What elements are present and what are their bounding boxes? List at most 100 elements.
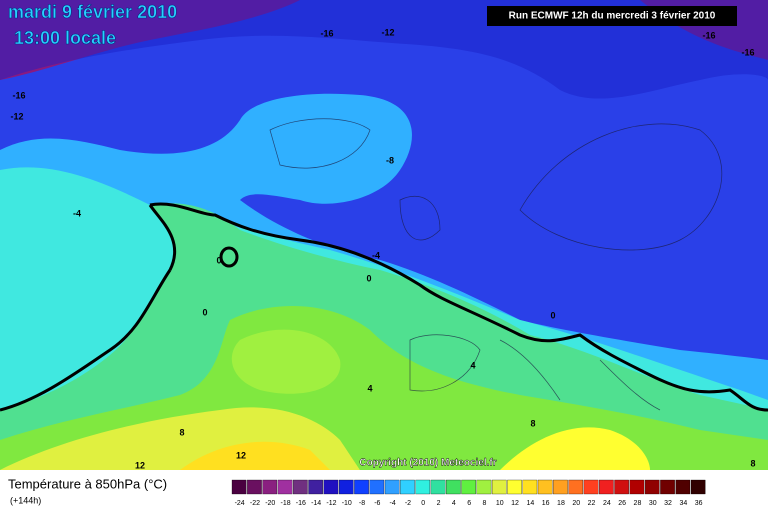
contour-label: 4 (470, 360, 475, 370)
legend-label: 16 (542, 500, 550, 507)
contour-label: -16 (320, 28, 333, 38)
legend-label: -2 (405, 500, 411, 507)
legend-label: -6 (374, 500, 380, 507)
legend-label: 24 (603, 500, 611, 507)
legend-swatch (507, 479, 522, 495)
legend-label: -16 (296, 500, 306, 507)
zero-isotherm (219, 246, 239, 268)
contour-label: 8 (530, 418, 535, 428)
contour-label: 12 (236, 450, 246, 460)
legend-label: 10 (496, 500, 504, 507)
run-info: Run ECMWF 12h du mercredi 3 février 2010 (509, 11, 716, 22)
legend-label: -20 (265, 500, 275, 507)
map-subtitle: 13:00 locale (14, 28, 116, 48)
legend-label: 22 (588, 500, 596, 507)
legend-label: -24 (235, 500, 245, 507)
legend-swatch (384, 479, 400, 495)
legend-label: 34 (679, 500, 687, 507)
contour-label: 0 (202, 307, 207, 317)
legend-swatch (446, 479, 461, 495)
legend-label: 36 (695, 500, 703, 507)
contour-labels: -16 -12 -16 -16 -16 -12 -8 -4 -4 0 0 0 0… (10, 27, 755, 470)
legend-swatch (400, 479, 415, 495)
contour-label: 8 (179, 427, 184, 437)
footer-subtitle: (+144h) (10, 495, 41, 505)
legend-label: 4 (452, 500, 456, 507)
contour-label: -12 (10, 111, 23, 121)
zero-isotherm (149, 202, 768, 412)
legend-swatch (629, 479, 645, 495)
legend-swatch (614, 479, 629, 495)
contour-label: -12 (381, 27, 394, 37)
legend-label: -4 (390, 500, 396, 507)
legend-swatch (293, 479, 308, 495)
legend-swatch (583, 479, 599, 495)
legend-swatch (690, 479, 706, 495)
legend-label: 12 (511, 500, 519, 507)
contour-label: -4 (73, 208, 81, 218)
legend-swatch (415, 479, 431, 495)
contour-label: 0 (216, 255, 221, 265)
map (0, 0, 768, 471)
legend-swatch (476, 479, 492, 495)
contour-label: 0 (550, 310, 555, 320)
legend-swatch (277, 479, 293, 495)
copyright: Copyright (2010) Meteociel.fr (359, 458, 496, 469)
legend-label: 14 (526, 500, 534, 507)
map-title: mardi 9 février 2010 (8, 2, 177, 22)
legend-swatch (660, 479, 675, 495)
legend-label: 2 (437, 500, 441, 507)
legend-label: -12 (326, 500, 336, 507)
legend: -24 -22 -20 -18 -16 -14 -12 -10 -8 -6 -4 -2 0 2 4 6 8 10 1… (231, 479, 706, 507)
legend-swatch (461, 479, 476, 495)
coastline (269, 118, 723, 411)
footer-title: Température à 850hPa (°C) (8, 476, 167, 491)
legend-swatch (644, 479, 660, 495)
legend-swatch (354, 479, 369, 495)
legend-swatch (537, 479, 553, 495)
contour-label: 4 (367, 383, 372, 393)
legend-swatch (553, 479, 568, 495)
legend-label: 26 (618, 500, 626, 507)
legend-label: 20 (572, 500, 580, 507)
legend-swatch (491, 479, 507, 495)
contour-label: -16 (741, 47, 754, 57)
legend-label: 0 (421, 500, 425, 507)
legend-swatch (308, 479, 323, 495)
legend-label: -8 (359, 500, 365, 507)
legend-swatch (599, 479, 614, 495)
legend-swatch (369, 479, 385, 495)
legend-swatch (338, 479, 354, 495)
legend-swatch (323, 479, 339, 495)
contour-label: -4 (372, 250, 380, 260)
legend-label: 6 (467, 500, 471, 507)
contour-label: 0 (366, 273, 371, 283)
contour-label: -8 (386, 155, 394, 165)
legend-label: 8 (482, 500, 486, 507)
legend-label: 28 (634, 500, 642, 507)
run-box (487, 6, 737, 26)
legend-label: -22 (250, 500, 260, 507)
contour-label: -16 (702, 30, 715, 40)
warm-region (180, 441, 330, 470)
contour-label: 8 (750, 458, 755, 468)
legend-label: 32 (664, 500, 672, 507)
legend-swatch (247, 479, 262, 495)
contour-label: 12 (135, 460, 145, 470)
legend-swatch (675, 479, 691, 495)
legend-label: 30 (649, 500, 657, 507)
legend-label: -18 (280, 500, 290, 507)
contour-label: -16 (12, 90, 25, 100)
legend-swatch (568, 479, 584, 495)
legend-label: -10 (342, 500, 352, 507)
legend-label: 18 (557, 500, 565, 507)
legend-swatch (430, 479, 446, 495)
warm-region (231, 329, 341, 394)
warm-region (500, 427, 650, 470)
zero-isotherm (0, 204, 177, 412)
legend-swatch (262, 479, 278, 495)
legend-swatch (522, 479, 538, 495)
legend-swatch (231, 479, 247, 495)
legend-label: -14 (311, 500, 321, 507)
